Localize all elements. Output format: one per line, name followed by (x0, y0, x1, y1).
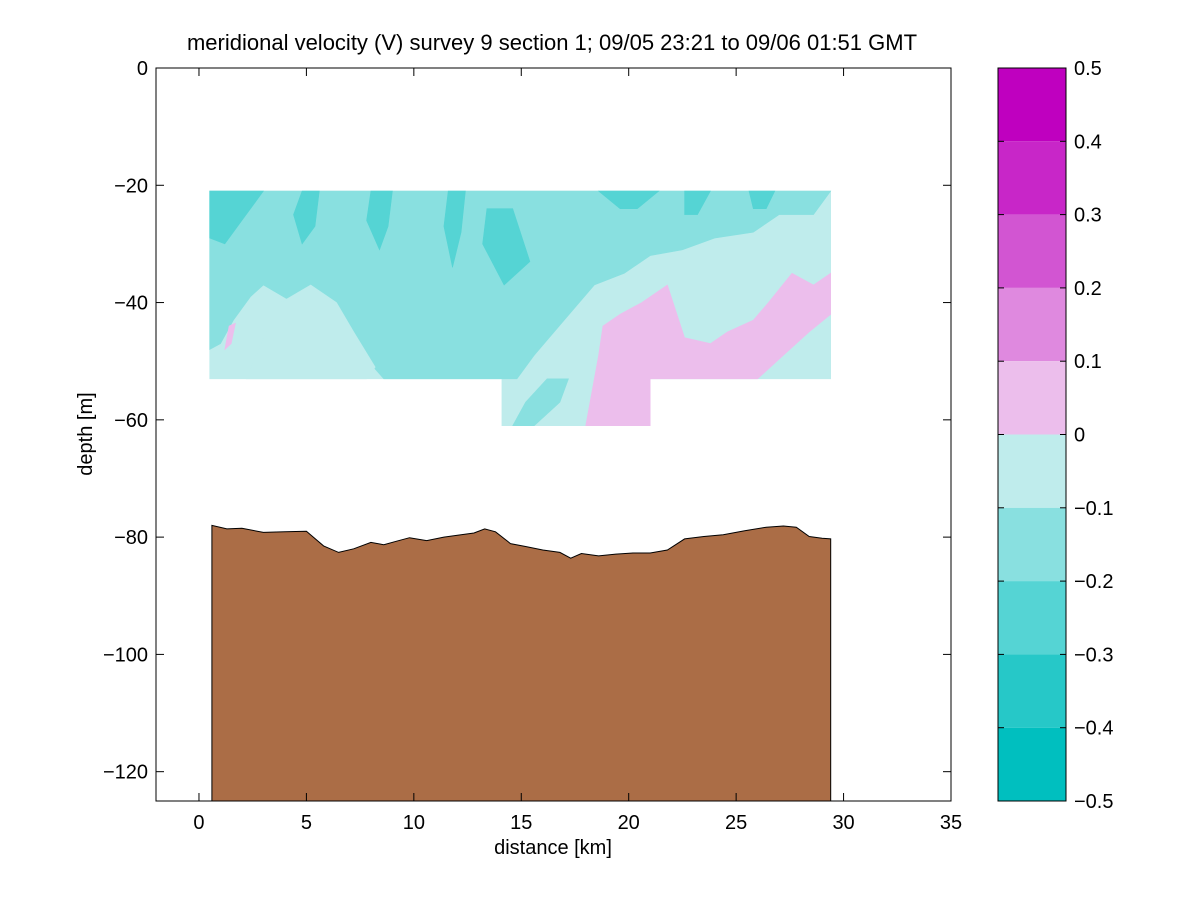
velocity-band-patch-13 (224, 322, 236, 351)
x-tick-label: 10 (403, 812, 425, 834)
velocity-band-patch-2 (245, 284, 376, 380)
colorbar-swatch-0 (998, 68, 1066, 142)
velocity-band-patch-1 (209, 190, 832, 380)
colorbar-swatches (998, 68, 1066, 801)
colorbar-tick-label: −0.5 (1074, 791, 1113, 813)
x-tick-label: 35 (940, 812, 962, 834)
velocity-band-patch-9 (597, 190, 660, 209)
velocity-contour-field (209, 190, 832, 427)
colorbar-swatch-1 (998, 141, 1066, 215)
velocity-band-patch-5 (293, 190, 320, 245)
colorbar-tick-label: 0.4 (1074, 131, 1102, 153)
colorbar-swatch-8 (998, 654, 1066, 728)
plot-area: 0 5 10 15 20 25 30 35 0 −20 −40 −60 −80 −100 −120 (103, 58, 962, 834)
colorbar-tick-label: 0 (1074, 425, 1085, 447)
x-axis: 0 5 10 15 20 25 30 35 (193, 68, 962, 834)
velocity-band-patch-12 (585, 272, 832, 427)
y-axis: 0 −20 −40 −60 −80 −100 −120 (103, 58, 951, 784)
x-tick-label: 25 (725, 812, 747, 834)
velocity-band-patch-11 (748, 190, 776, 209)
colorbar-swatch-3 (998, 287, 1066, 362)
colorbar: 0.5 0.4 0.3 0.2 0.1 0 −0.1 −0.2 −0.3 −0.4 −0.5 (997, 58, 1113, 813)
chart-title: meridional velocity (V) survey 9 section… (187, 30, 917, 55)
y-tick-label: 0 (137, 58, 148, 80)
y-tick-label: −40 (114, 293, 148, 315)
x-tick-label: 5 (301, 812, 312, 834)
y-tick-label: −100 (103, 644, 148, 666)
y-axis-label: depth [m] (75, 392, 97, 475)
colorbar-swatch-9 (998, 727, 1066, 801)
colorbar-swatch-5 (998, 434, 1066, 508)
y-tick-label: −80 (114, 527, 148, 549)
velocity-band-patch-4 (209, 190, 264, 245)
colorbar-swatch-2 (998, 214, 1066, 288)
colorbar-tick-label: 0.1 (1074, 351, 1102, 373)
colorbar-tick-label: 0.3 (1074, 205, 1102, 227)
colorbar-swatch-7 (998, 581, 1066, 655)
y-tick-label: −60 (114, 410, 148, 432)
velocity-band-patch-10 (684, 190, 711, 215)
colorbar-swatch-4 (998, 361, 1066, 435)
colorbar-tick-label: −0.4 (1074, 718, 1113, 740)
colorbar-swatch-6 (998, 507, 1066, 582)
x-axis-label: distance [km] (494, 837, 612, 859)
x-tick-label: 15 (510, 812, 532, 834)
colorbar-tick-label: −0.3 (1074, 644, 1113, 666)
bathymetry-layer (211, 524, 832, 801)
velocity-band-patch-7 (443, 190, 466, 268)
plot-frame (155, 67, 952, 802)
colorbar-tick-label: −0.2 (1074, 571, 1113, 593)
colorbar-ticks: 0.5 0.4 0.3 0.2 0.1 0 −0.1 −0.2 −0.3 −0.4 −0.5 (998, 58, 1113, 813)
y-tick-label: −20 (114, 175, 148, 197)
bathymetry-fill (211, 524, 832, 801)
velocity-band-patch-3 (512, 378, 569, 427)
x-tick-label: 0 (193, 812, 204, 834)
velocity-band-patch-6 (366, 190, 393, 251)
y-tick-label: −120 (103, 762, 148, 784)
x-tick-label: 20 (618, 812, 640, 834)
x-tick-label: 30 (832, 812, 854, 834)
colorbar-tick-label: 0.2 (1074, 278, 1102, 300)
colorbar-tick-label: −0.1 (1074, 498, 1113, 520)
colorbar-tick-label: 0.5 (1074, 58, 1102, 80)
velocity-band-patch-8 (482, 208, 531, 286)
